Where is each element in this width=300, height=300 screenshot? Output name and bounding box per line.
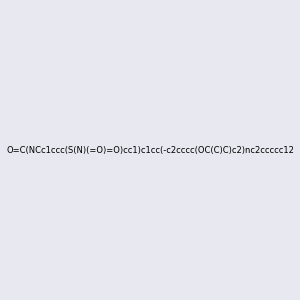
Text: O=C(NCc1ccc(S(N)(=O)=O)cc1)c1cc(-c2cccc(OC(C)C)c2)nc2ccccc12: O=C(NCc1ccc(S(N)(=O)=O)cc1)c1cc(-c2cccc(… <box>6 146 294 154</box>
